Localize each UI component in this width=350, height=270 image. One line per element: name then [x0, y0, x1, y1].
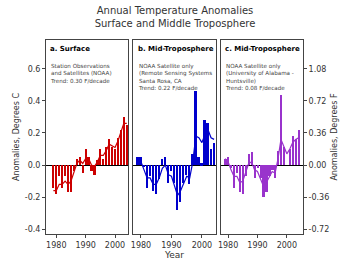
- svg-text:0.36: 0.36: [309, 129, 327, 138]
- svg-text:0.4: 0.4: [28, 97, 41, 106]
- svg-text:0.0: 0.0: [28, 161, 41, 170]
- svg-text:0.00: 0.00: [309, 161, 327, 170]
- svg-text:Year: Year: [164, 250, 184, 260]
- svg-text:Anomalies, Degrees F: Anomalies, Degrees F: [330, 93, 339, 181]
- svg-text:Station Observationsand Satell: Station Observationsand Satellites (NOAA…: [50, 63, 112, 84]
- svg-text:-0.2: -0.2: [25, 193, 41, 202]
- svg-text:0.72: 0.72: [309, 97, 327, 106]
- svg-text:1980: 1980: [46, 241, 66, 250]
- svg-text:1990: 1990: [75, 241, 95, 250]
- svg-text:Anomalies, Degrees C: Anomalies, Degrees C: [12, 93, 21, 182]
- svg-text:1980: 1980: [131, 241, 151, 250]
- svg-text:NOAA Satellite only(Remote Sen: NOAA Satellite only(Remote Sensing Syste…: [138, 63, 212, 91]
- svg-text:1990: 1990: [247, 241, 267, 250]
- svg-text:2000: 2000: [192, 241, 212, 250]
- svg-text:1980: 1980: [218, 241, 238, 250]
- svg-text:NOAA Satellite only(University: NOAA Satellite only(University of Alabam…: [225, 63, 294, 91]
- svg-text:c. Mid-Troposphere: c. Mid-Troposphere: [225, 45, 300, 53]
- svg-text:0.6: 0.6: [28, 65, 41, 74]
- svg-text:-0.36: -0.36: [309, 193, 330, 202]
- svg-text:b. Mid-Troposphere: b. Mid-Troposphere: [138, 45, 214, 53]
- svg-text:a. Surface: a. Surface: [50, 45, 90, 53]
- svg-text:2000: 2000: [277, 241, 297, 250]
- svg-text:1.08: 1.08: [309, 65, 327, 74]
- svg-text:Annual Temperature AnomaliesSu: Annual Temperature AnomaliesSurface and …: [95, 5, 256, 29]
- svg-text:0.2: 0.2: [28, 129, 41, 138]
- svg-text:-0.4: -0.4: [25, 225, 41, 234]
- svg-text:2000: 2000: [105, 241, 125, 250]
- svg-text:-0.72: -0.72: [309, 225, 330, 234]
- svg-text:1990: 1990: [161, 241, 181, 250]
